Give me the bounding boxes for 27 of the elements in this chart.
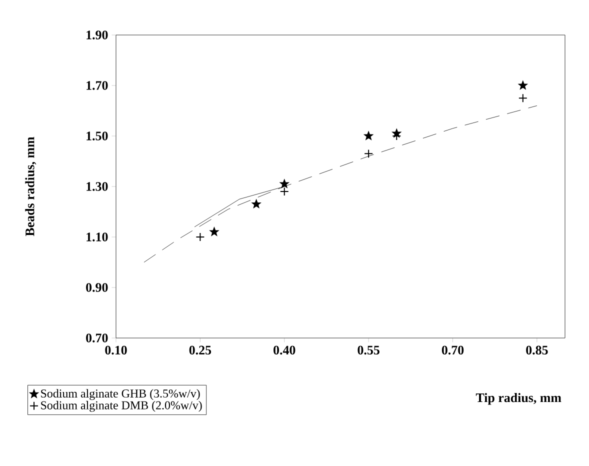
y-tick-label: 1.50 xyxy=(86,132,108,140)
point xyxy=(280,187,289,196)
point xyxy=(364,149,374,158)
y-tick-label: 1.10 xyxy=(86,232,108,242)
legend-label: Sodium alginate GHB (3.5%w/v) xyxy=(41,389,200,400)
y-axis-title: Beads radius, mm xyxy=(25,136,36,236)
x-axis-title: Tip radius, mm xyxy=(476,393,562,405)
legend-label: Sodium alginate DMB (2.0%w/v) xyxy=(41,400,202,412)
x-tick-label: 0.55 xyxy=(358,346,380,355)
y-tick-label: 1.70 xyxy=(86,81,108,90)
point xyxy=(518,81,528,90)
x-tick-label: 0.85 xyxy=(526,346,548,355)
y-tick-label: 0.70 xyxy=(86,334,108,342)
point xyxy=(364,132,373,140)
x-tick-label: 0.25 xyxy=(189,346,212,355)
x-tick-label: 0.10 xyxy=(105,346,127,355)
point xyxy=(252,200,261,208)
point xyxy=(280,179,289,188)
point xyxy=(196,232,205,242)
x-tick-label: 0.70 xyxy=(442,346,464,355)
y-tick-label: 1.90 xyxy=(86,30,108,40)
line-series xyxy=(144,106,538,262)
y-tick-label: 0.90 xyxy=(86,283,108,292)
y-tick-label: 1.30 xyxy=(86,182,108,191)
point xyxy=(518,94,528,103)
point xyxy=(210,227,219,236)
x-tick-label: 0.40 xyxy=(274,346,296,355)
